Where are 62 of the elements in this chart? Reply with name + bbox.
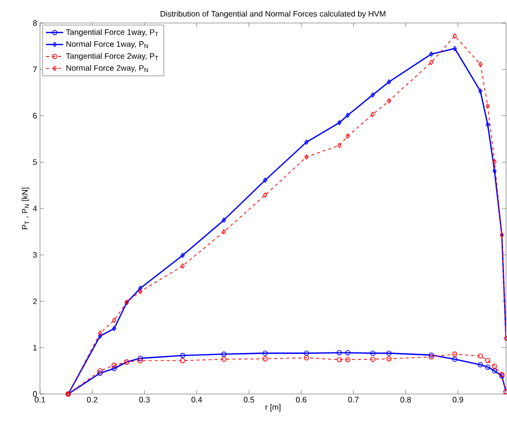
point: [304, 350, 310, 356]
point: [98, 330, 102, 336]
point: [138, 356, 143, 361]
point: [386, 350, 392, 356]
point: [485, 358, 490, 364]
point: [346, 112, 350, 118]
point: [180, 352, 186, 358]
point: [452, 356, 458, 362]
point: [485, 364, 490, 370]
point: [180, 358, 186, 364]
point: [221, 356, 226, 362]
point: [452, 33, 457, 39]
point: [138, 288, 142, 294]
point: [346, 134, 350, 139]
point: [138, 358, 143, 364]
point: [98, 333, 102, 339]
point: [112, 318, 116, 323]
point: [304, 140, 308, 145]
point: [138, 286, 142, 291]
point: [112, 326, 116, 332]
point: [337, 120, 342, 126]
point: [262, 356, 268, 362]
point: [345, 350, 350, 356]
point: [262, 350, 268, 356]
point: [478, 353, 484, 359]
point: [370, 92, 375, 98]
point: [386, 356, 392, 362]
point: [486, 122, 490, 128]
point: [429, 51, 434, 57]
point: [492, 168, 497, 174]
point: [492, 368, 498, 374]
point: [336, 350, 342, 356]
point: [97, 370, 103, 376]
point: [304, 355, 310, 360]
point: [486, 103, 490, 109]
point: [112, 366, 117, 372]
point: [345, 357, 350, 362]
point: [112, 362, 117, 368]
point: [263, 192, 268, 198]
point: [429, 60, 434, 66]
point: [492, 159, 497, 164]
point: [180, 263, 185, 269]
point: [304, 154, 308, 160]
point: [386, 79, 392, 84]
point: [97, 368, 103, 374]
point: [452, 352, 458, 357]
point: [222, 229, 226, 234]
point: [370, 112, 375, 117]
point: [336, 357, 342, 362]
point: [337, 142, 342, 148]
point: [222, 217, 226, 223]
point: [180, 252, 185, 258]
point: [221, 352, 226, 357]
point: [370, 350, 376, 356]
point: [452, 46, 457, 52]
point: [478, 362, 484, 368]
point: [386, 98, 392, 104]
point: [263, 178, 268, 183]
point: [478, 62, 482, 67]
point: [478, 88, 482, 94]
point: [370, 356, 376, 362]
point: [492, 364, 498, 369]
